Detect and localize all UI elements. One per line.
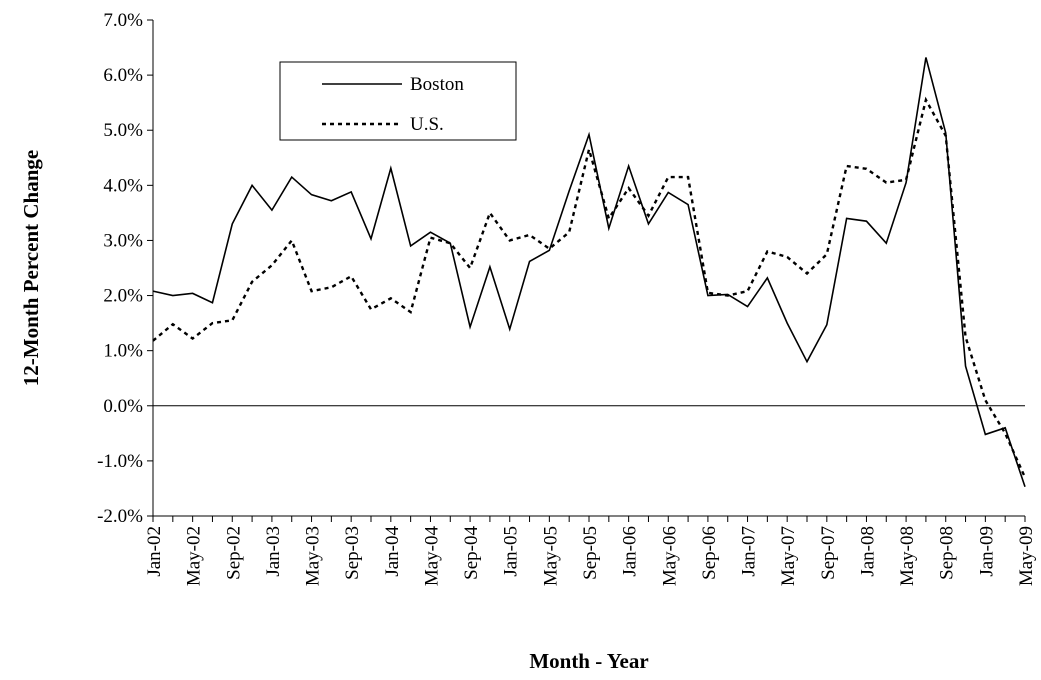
y-tick-label: 6.0% [103,65,143,86]
y-tick-label: 5.0% [103,120,143,141]
legend-label: U.S. [410,114,444,135]
x-tick-label: Sep-02 [223,526,244,580]
y-tick-label: -2.0% [97,506,143,527]
x-tick-label: Jan-09 [976,526,997,577]
x-tick-label: Sep-03 [342,526,363,580]
x-tick-label: May-04 [421,526,442,587]
y-tick-label: 7.0% [103,10,143,31]
series-line [152,57,1026,488]
series-line [152,96,1027,478]
x-tick-label: May-02 [184,526,205,586]
y-tick-label: 1.0% [103,341,143,362]
x-tick-label: Jan-04 [382,526,403,577]
y-tick-label: 2.0% [103,286,143,307]
y-tick-label: 3.0% [103,230,143,251]
x-tick-label: May-05 [540,526,561,586]
y-tick-label: -1.0% [97,451,143,472]
x-axis-label: Month - Year [529,649,648,673]
x-tick-label: May-03 [303,526,324,586]
x-tick-label: Sep-06 [699,526,720,580]
x-tick-label: May-06 [659,526,680,586]
x-tick-label: Jan-03 [263,526,284,577]
x-tick-label: May-08 [897,526,918,586]
x-tick-label: May-09 [1016,526,1037,586]
x-tick-label: Sep-04 [461,526,482,580]
y-tick-label: 4.0% [103,175,143,196]
x-tick-label: Jan-06 [620,526,641,577]
y-axis-label: 12-Month Percent Change [19,150,43,386]
legend-label: Boston [410,74,464,95]
x-tick-label: Jan-08 [857,526,878,577]
x-tick-label: Jan-02 [144,526,165,577]
legend-box [279,61,517,141]
x-tick-label: Sep-08 [937,526,958,580]
x-tick-label: Sep-05 [580,526,601,580]
x-tick-label: May-07 [778,526,799,586]
x-tick-label: Sep-07 [818,526,839,580]
y-tick-label: 0.0% [103,396,143,417]
x-tick-label: Jan-07 [739,526,760,577]
x-tick-label: Jan-05 [501,526,522,577]
